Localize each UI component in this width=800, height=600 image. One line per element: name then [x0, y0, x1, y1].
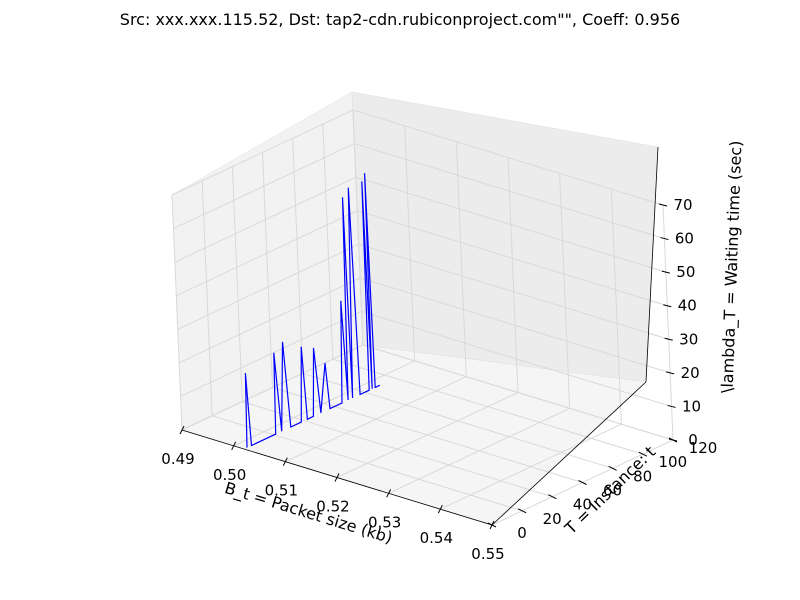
x-tick-label: 0.52	[316, 498, 349, 516]
x-tick-label: 0.53	[368, 513, 401, 531]
grid-line	[355, 176, 667, 273]
grid-line	[171, 109, 354, 196]
grid-line	[610, 189, 622, 425]
grid-line	[176, 210, 358, 297]
y-tick-label: 120	[689, 439, 718, 457]
grid-line	[201, 180, 213, 416]
grid-line	[262, 152, 273, 388]
y-tick-label: 20	[543, 510, 562, 528]
grid-line	[455, 141, 467, 377]
pane-back	[351, 91, 659, 383]
grid-line	[302, 372, 613, 469]
grid-line	[332, 358, 643, 455]
x-tick-mark	[386, 489, 392, 498]
y-tick-mark	[608, 465, 617, 471]
grid-line	[177, 243, 359, 330]
grid-line	[212, 415, 523, 512]
z-tick-labels: 0 10 20 30 40 50 60 70	[673, 196, 701, 449]
x-tick-label: 0.49	[161, 450, 194, 468]
y-tick-labels: 0 20 40 60 80 100 120	[517, 439, 717, 542]
z-tick-mark	[666, 371, 675, 375]
series-line	[244, 173, 381, 448]
z-tick-mark	[658, 203, 668, 207]
z-tick-label: 60	[675, 230, 694, 248]
grid-line	[404, 125, 416, 361]
z-tick-label: 50	[676, 263, 695, 281]
x-tick-mark	[179, 425, 185, 435]
x-tick-label: 0.50	[213, 466, 246, 484]
x-tick-mark	[282, 457, 288, 466]
z-tick-mark	[661, 270, 670, 274]
grid-line	[362, 344, 674, 441]
z-tick-mark	[664, 337, 673, 341]
grid-line	[361, 310, 672, 407]
y-axis-line	[491, 381, 647, 526]
y-tick-label: 0	[517, 524, 527, 542]
x-tick-label: 0.54	[420, 529, 453, 547]
grid-line	[174, 176, 357, 263]
z-tick-mark	[667, 404, 676, 408]
z-tick-label: 30	[679, 330, 698, 348]
x-tick-label: 0.55	[471, 545, 504, 563]
grid-line	[354, 143, 665, 240]
grid-line	[352, 109, 664, 206]
chart-title: Src: xxx.xxx.115.52, Dst: tap2-cdn.rubic…	[120, 10, 680, 29]
y-tick-mark	[487, 522, 497, 528]
z-axis-line	[645, 146, 659, 383]
grid-line	[507, 157, 519, 393]
grid-line	[181, 344, 364, 431]
grid-line	[231, 166, 243, 402]
grid-line	[178, 277, 361, 364]
z-tick-mark	[668, 438, 678, 442]
x-tick-labels: 0.49 0.50 0.51 0.52 0.53 0.54 0.55	[161, 450, 504, 563]
z-tick-label: 20	[681, 364, 700, 382]
z-tick-label: 0	[688, 431, 698, 449]
x-tick-mark	[437, 504, 443, 514]
grid-line	[662, 204, 674, 441]
x-tick-mark	[334, 473, 340, 482]
grid-line	[292, 138, 304, 374]
y-tick-label: 60	[603, 482, 622, 500]
grid-line	[358, 243, 669, 340]
y-tick-label: 80	[633, 467, 652, 485]
z-tick-mark	[663, 304, 672, 308]
z-tick-label: 10	[682, 397, 701, 415]
y-tick-label: 100	[659, 453, 688, 471]
x-tick-mark	[231, 441, 237, 451]
z-axis-label: \lambda_T = Waiting time (sec)	[718, 140, 747, 393]
grid-line	[171, 194, 183, 431]
z-tick-label: 40	[678, 297, 697, 315]
grid-line	[357, 210, 668, 307]
grid-line	[352, 109, 364, 346]
grid-line	[359, 277, 671, 374]
grid-line	[173, 143, 355, 230]
x-tick-label: 0.51	[265, 482, 298, 500]
data-series	[244, 173, 381, 448]
grid-line	[242, 401, 553, 498]
tick-marks	[179, 203, 678, 530]
grid-line	[272, 387, 583, 483]
grid-line	[322, 124, 334, 360]
y-tick-mark	[638, 451, 648, 457]
grid-line	[180, 310, 362, 397]
z-tick-label: 70	[673, 196, 692, 214]
z-tick-mark	[660, 237, 669, 241]
y-tick-mark	[517, 508, 527, 514]
y-tick-mark	[578, 480, 587, 485]
y-tick-mark	[548, 494, 557, 500]
grid-line	[559, 173, 571, 409]
y-tick-label: 40	[573, 496, 592, 514]
